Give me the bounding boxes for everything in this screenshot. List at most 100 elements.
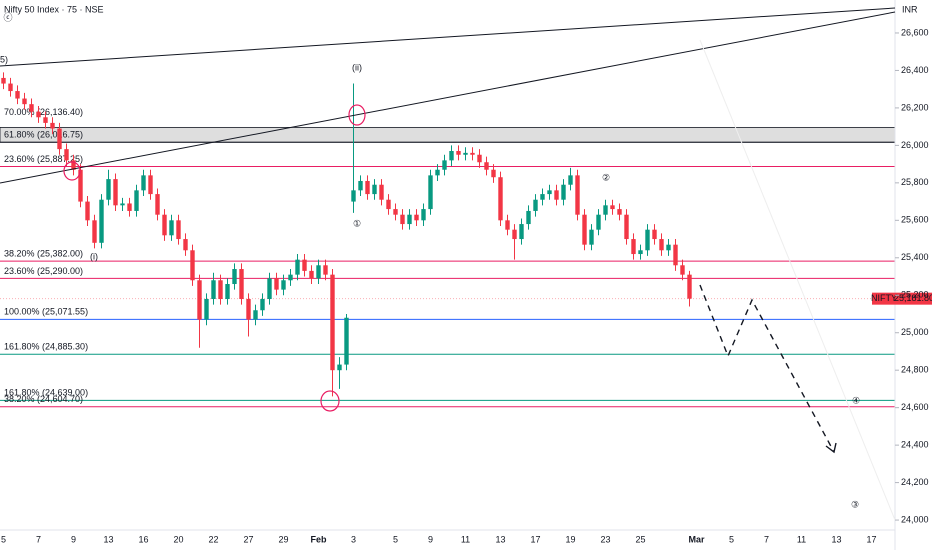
candle-body	[687, 274, 692, 299]
candle-body	[358, 180, 363, 191]
candle-body	[309, 270, 314, 279]
price-tag-bg	[896, 292, 932, 305]
x-tick-label: 11	[461, 534, 470, 544]
candle-body	[421, 209, 426, 221]
candle-body	[603, 205, 608, 215]
candle-body	[204, 299, 209, 320]
y-tick-label: 24,000	[901, 514, 929, 524]
faint-line	[699, 39, 896, 521]
level-label: 161.80% (24,885.30)	[4, 342, 88, 352]
candle-body	[281, 280, 286, 290]
candle-body	[365, 180, 370, 195]
wave-label: 5)	[0, 54, 8, 64]
x-tick-label: 9	[428, 534, 433, 544]
candle-body	[36, 111, 41, 118]
y-tick-label: 25,800	[901, 177, 929, 187]
candle-body	[491, 169, 496, 178]
candle-body	[428, 175, 433, 210]
x-tick-label: 16	[138, 534, 148, 544]
x-tick-label: 20	[173, 534, 183, 544]
candle-body	[260, 299, 265, 311]
x-tick-label: 5	[1, 534, 6, 544]
candle-body	[526, 210, 531, 225]
candle-body	[456, 151, 461, 155]
candle-body	[589, 229, 594, 245]
candle-body	[239, 269, 244, 300]
candle-body	[596, 214, 601, 230]
level-label: 161.80% (24,639.00)	[4, 388, 88, 398]
y-tick-label: 25,400	[901, 252, 929, 262]
candle-body	[505, 220, 510, 230]
candle-body	[344, 317, 349, 365]
candle-body	[435, 169, 440, 176]
candle-body	[162, 214, 167, 236]
candle-body	[547, 190, 552, 195]
y-tick-label: 25,000	[901, 327, 929, 337]
candle-body	[610, 205, 615, 210]
candle-body	[57, 128, 62, 150]
candle-body	[148, 175, 153, 195]
candle-body	[323, 265, 328, 275]
x-tick-label: Feb	[310, 534, 327, 544]
x-tick-label: Mar	[688, 534, 705, 544]
candle-body	[120, 203, 125, 206]
y-tick-label: 24,600	[901, 402, 929, 412]
candle-body	[211, 280, 216, 300]
y-tick-label: 24,800	[901, 365, 929, 375]
x-tick-label: 13	[831, 534, 841, 544]
candle-body	[498, 177, 503, 221]
wave-label: ④	[852, 395, 860, 405]
level-label: 23.60% (25,887.25)	[4, 154, 83, 164]
candle-body	[484, 162, 489, 170]
candle-body	[477, 154, 482, 163]
y-tick-label: 24,400	[901, 440, 929, 450]
wave-label: ②	[602, 172, 610, 182]
wave-label: (ii)	[352, 62, 362, 72]
candle-body	[631, 239, 636, 255]
candle-body	[183, 239, 188, 251]
candle-body	[400, 214, 405, 225]
candle-body	[253, 310, 258, 320]
candle-body	[71, 160, 76, 170]
x-tick-label: 11	[797, 534, 806, 544]
candle-body	[666, 244, 671, 251]
candle-body	[351, 190, 356, 202]
candle-body	[442, 160, 447, 170]
plot-area: 70.00% (26,136.40) 61.80% (26,016.75) 23.6…	[0, 72, 896, 408]
candle-body	[575, 175, 580, 215]
x-tick-label: 3	[351, 534, 356, 544]
candle-body	[379, 184, 384, 200]
level-label: 61.80% (26,016.75)	[4, 130, 83, 140]
price-label: 25,181.80	[894, 293, 932, 303]
currency: INR	[902, 4, 918, 14]
candle-body	[512, 229, 517, 240]
candle-body	[337, 364, 342, 371]
y-tick-label: 25,200	[901, 290, 929, 300]
candle-body	[50, 122, 55, 129]
candle-body	[134, 190, 139, 211]
candle-body	[274, 278, 279, 290]
y-tick-label: 26,600	[901, 27, 929, 37]
x-tick-label: 13	[495, 534, 505, 544]
candle-body	[554, 190, 559, 200]
candle-body	[533, 199, 538, 211]
candle-body	[218, 280, 223, 300]
candle-body	[316, 265, 321, 279]
chart-title: Nifty 50 Index · 75 · NSE	[4, 4, 104, 14]
x-tick-label: 22	[208, 534, 218, 544]
candle-body	[176, 220, 181, 240]
candle-body	[1, 77, 6, 84]
candle-body	[64, 149, 69, 161]
candle-body	[638, 250, 643, 255]
level-label: 38.20% (25,382.00)	[4, 249, 83, 259]
wave-label: (i)	[90, 251, 98, 261]
candle-body	[414, 214, 419, 221]
x-tick-label: 5	[393, 534, 398, 544]
candle-body	[540, 194, 545, 200]
marker-circle	[63, 161, 81, 181]
candle-body	[372, 184, 377, 195]
